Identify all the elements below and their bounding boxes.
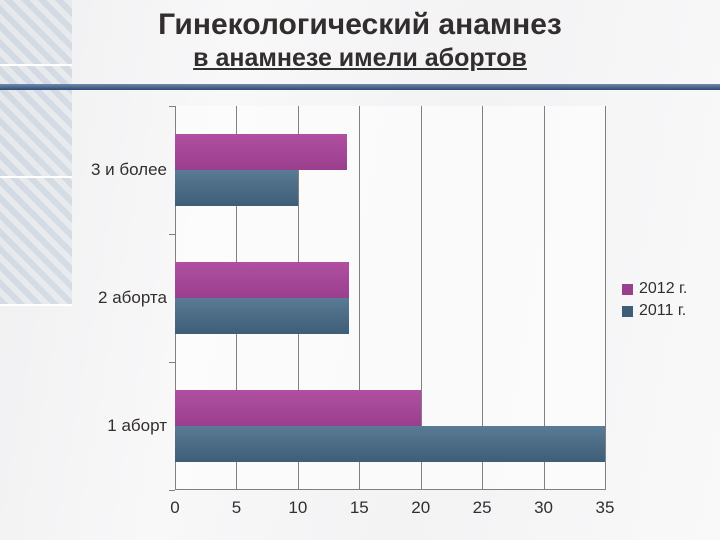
legend-item: 2011 г. bbox=[622, 302, 687, 320]
legend-item: 2012 г. bbox=[622, 280, 687, 298]
y-tick bbox=[169, 106, 175, 107]
x-tick-label: 20 bbox=[411, 490, 430, 518]
y-tick bbox=[169, 234, 175, 235]
y-tick bbox=[169, 490, 175, 491]
left-photo-3 bbox=[0, 178, 72, 306]
title-rule bbox=[0, 84, 720, 90]
x-tick-label: 0 bbox=[170, 490, 179, 518]
legend: 2012 г. 2011 г. bbox=[622, 280, 687, 324]
page-subtitle: в анамнезе имели абортов bbox=[0, 44, 720, 73]
x-tick-label: 35 bbox=[596, 490, 615, 518]
legend-label: 2011 г. bbox=[639, 302, 686, 320]
x-tick-label: 15 bbox=[350, 490, 369, 518]
bar-s2012 bbox=[175, 390, 421, 426]
x-tick-label: 10 bbox=[288, 490, 307, 518]
plot-area: 051015202530353 и более2 аборта1 аборт bbox=[175, 106, 605, 490]
left-photo-2 bbox=[0, 66, 72, 178]
bar-s2011 bbox=[175, 298, 349, 334]
category-label: 2 аборта bbox=[98, 288, 175, 308]
x-tick-label: 5 bbox=[232, 490, 241, 518]
bar-s2012 bbox=[175, 262, 349, 298]
title-block: Гинекологический анамнез в анамнезе имел… bbox=[0, 8, 720, 73]
category-label: 3 и более bbox=[91, 160, 175, 180]
x-gridline bbox=[605, 106, 606, 490]
x-tick-label: 25 bbox=[473, 490, 492, 518]
chart: 051015202530353 и более2 аборта1 аборт bbox=[175, 106, 605, 490]
bar-s2011 bbox=[175, 426, 605, 462]
bar-s2012 bbox=[175, 134, 347, 170]
category-label: 1 аборт bbox=[107, 416, 175, 436]
legend-swatch bbox=[622, 284, 633, 295]
legend-label: 2012 г. bbox=[639, 280, 687, 298]
legend-swatch bbox=[622, 306, 633, 317]
x-tick-label: 30 bbox=[534, 490, 553, 518]
y-tick bbox=[169, 362, 175, 363]
bar-s2011 bbox=[175, 170, 298, 206]
page-title: Гинекологический анамнез bbox=[0, 8, 720, 42]
